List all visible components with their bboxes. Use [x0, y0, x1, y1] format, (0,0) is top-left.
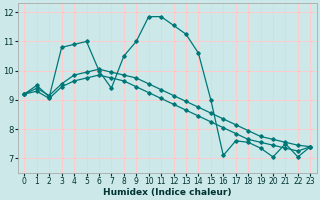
X-axis label: Humidex (Indice chaleur): Humidex (Indice chaleur) — [103, 188, 232, 197]
